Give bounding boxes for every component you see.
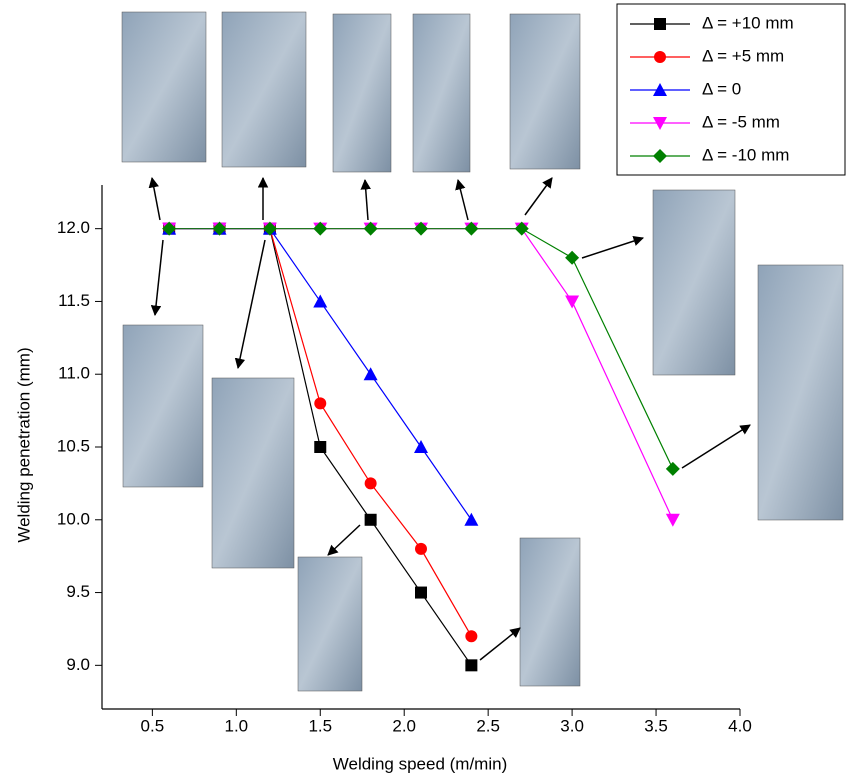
data-point (464, 513, 478, 526)
x-tick-label: 4.0 (728, 716, 752, 735)
legend-label: Δ = -10 mm (702, 145, 789, 164)
y-tick-label: 9.0 (66, 655, 90, 674)
x-tick-label: 0.5 (141, 716, 165, 735)
y-tick-label: 9.5 (66, 582, 90, 601)
data-point (415, 587, 427, 599)
legend-label: Δ = +10 mm (702, 13, 794, 32)
data-point (364, 367, 378, 380)
data-point (465, 659, 477, 671)
data-point (666, 462, 680, 476)
data-point (414, 440, 428, 453)
data-point (313, 294, 327, 307)
data-point (465, 630, 477, 642)
legend-label: Δ = -5 mm (702, 112, 780, 131)
data-point (415, 543, 427, 555)
x-tick-label: 1.0 (224, 716, 248, 735)
data-point (314, 397, 326, 409)
data-point (365, 477, 377, 489)
legend-label: Δ = +5 mm (702, 46, 784, 65)
x-axis-label: Welding speed (m/min) (333, 754, 507, 773)
y-axis-label: Welding penetration (mm) (14, 347, 33, 542)
y-tick-label: 11.5 (58, 291, 90, 310)
x-tick-label: 2.0 (392, 716, 416, 735)
data-point (565, 295, 579, 308)
legend-marker (654, 18, 666, 30)
x-tick-label: 1.5 (308, 716, 332, 735)
x-tick-label: 3.0 (560, 716, 584, 735)
data-point (666, 514, 680, 527)
y-tick-label: 10.5 (57, 436, 90, 455)
legend-label: Δ = 0 (702, 79, 741, 98)
data-point (314, 441, 326, 453)
x-tick-label: 3.5 (644, 716, 668, 735)
chart: Welding speed (m/min) Welding penetratio… (0, 0, 856, 778)
data-point (565, 251, 579, 265)
data-point (365, 514, 377, 526)
y-tick-label: 12.0 (57, 218, 90, 237)
x-tick-label: 2.5 (476, 716, 500, 735)
y-tick-label: 11.0 (58, 364, 90, 383)
y-tick-label: 10.0 (57, 509, 90, 528)
legend-marker (654, 51, 666, 63)
